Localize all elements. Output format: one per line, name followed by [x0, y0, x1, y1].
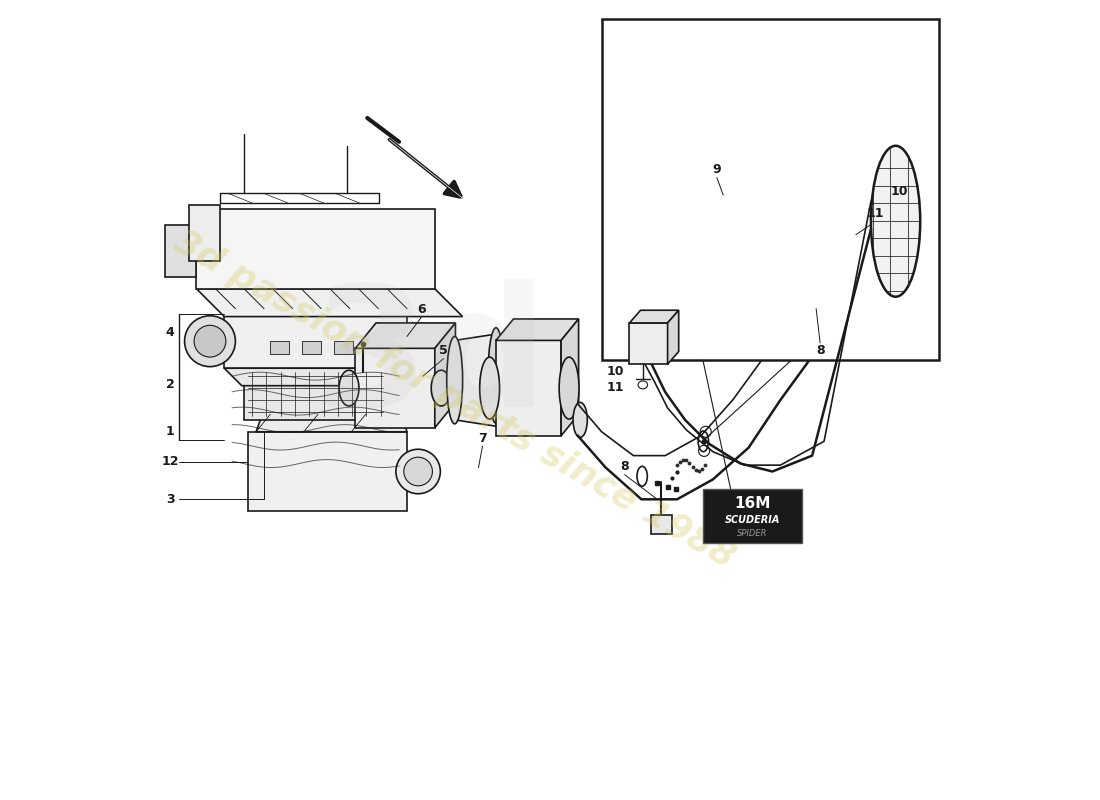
Ellipse shape	[488, 328, 504, 423]
Polygon shape	[454, 334, 496, 426]
Ellipse shape	[480, 357, 499, 419]
Circle shape	[396, 450, 440, 494]
Polygon shape	[256, 372, 407, 432]
Text: SCUDERIA: SCUDERIA	[725, 514, 780, 525]
Text: 16M: 16M	[734, 496, 770, 511]
Ellipse shape	[690, 189, 704, 227]
Text: 3d: 3d	[314, 278, 549, 442]
Bar	[271, 342, 289, 354]
Polygon shape	[244, 368, 387, 420]
Bar	[165, 226, 197, 277]
Polygon shape	[561, 319, 579, 436]
Text: 4: 4	[166, 326, 175, 339]
Circle shape	[185, 316, 235, 366]
Polygon shape	[249, 432, 407, 511]
Circle shape	[404, 457, 432, 486]
Bar	[629, 323, 668, 364]
Ellipse shape	[431, 370, 451, 406]
Polygon shape	[496, 319, 579, 341]
Bar	[602, 18, 939, 360]
Ellipse shape	[857, 219, 902, 334]
Bar	[703, 489, 802, 543]
Text: 11: 11	[867, 207, 884, 220]
Ellipse shape	[573, 402, 587, 438]
Polygon shape	[355, 348, 434, 428]
Text: SPIDER: SPIDER	[737, 530, 768, 538]
Polygon shape	[434, 323, 455, 428]
Text: 9: 9	[713, 163, 722, 176]
Text: 3d passion for parts since 1988: 3d passion for parts since 1988	[168, 225, 741, 575]
Text: 12: 12	[162, 455, 179, 469]
Polygon shape	[224, 314, 407, 368]
Polygon shape	[629, 310, 679, 323]
Ellipse shape	[559, 357, 579, 419]
Text: 3: 3	[166, 493, 175, 506]
Text: 5: 5	[439, 344, 448, 358]
Text: 10: 10	[606, 365, 624, 378]
Text: 6: 6	[417, 303, 426, 316]
Polygon shape	[496, 341, 561, 436]
Bar	[334, 342, 353, 354]
Text: 7: 7	[478, 432, 487, 445]
Polygon shape	[224, 368, 425, 386]
Text: 8: 8	[620, 460, 629, 474]
Text: 1: 1	[166, 426, 175, 438]
Polygon shape	[697, 189, 744, 233]
Text: 2: 2	[166, 378, 175, 390]
Ellipse shape	[871, 146, 921, 297]
Bar	[188, 206, 220, 261]
Polygon shape	[197, 210, 434, 289]
Bar	[302, 342, 321, 354]
Ellipse shape	[339, 370, 359, 406]
Ellipse shape	[447, 337, 463, 424]
Polygon shape	[355, 323, 455, 348]
Text: 8: 8	[816, 344, 824, 358]
Circle shape	[194, 326, 226, 357]
Text: 10: 10	[891, 185, 909, 198]
Polygon shape	[668, 310, 679, 364]
Ellipse shape	[736, 192, 750, 230]
Text: 11: 11	[606, 381, 624, 394]
Polygon shape	[197, 289, 463, 317]
Bar	[651, 515, 671, 534]
